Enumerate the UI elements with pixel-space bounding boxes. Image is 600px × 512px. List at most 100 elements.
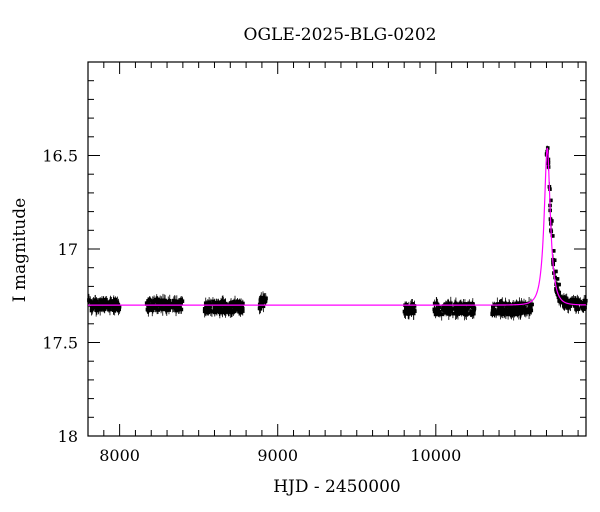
data-point (94, 308, 98, 312)
data-point (93, 298, 97, 302)
data-point (512, 310, 517, 315)
data-point (155, 297, 160, 302)
data-point (447, 312, 451, 316)
axis-ticks (87, 61, 586, 437)
data-point (520, 301, 524, 306)
data-point (527, 305, 532, 309)
data-point (216, 307, 221, 311)
data-point (156, 308, 160, 312)
data-point (511, 306, 516, 311)
data-point (463, 302, 467, 306)
data-point (456, 312, 460, 316)
data-point (259, 295, 263, 300)
model-curve (88, 147, 586, 306)
data-point (214, 300, 219, 305)
data-point (154, 306, 158, 310)
data-point (436, 308, 440, 312)
data-point (557, 282, 561, 287)
data-point (509, 311, 514, 316)
data-point (240, 309, 245, 313)
data-point (152, 298, 156, 303)
data-point (162, 306, 167, 310)
data-point (176, 306, 180, 310)
data-point (162, 299, 167, 303)
data-point (574, 301, 579, 305)
data-point (224, 309, 228, 313)
data-point (448, 301, 453, 306)
data-point (525, 310, 529, 314)
data-point (455, 309, 459, 314)
x-tick-label: 8000 (99, 446, 140, 465)
data-point (232, 299, 236, 304)
data-point (164, 308, 169, 312)
data-point (570, 298, 575, 303)
data-point (212, 306, 217, 311)
data-point (500, 307, 505, 312)
data-point (497, 311, 501, 316)
data-point (216, 300, 221, 305)
data-point (432, 309, 437, 314)
data-point (506, 305, 510, 309)
data-point (163, 302, 168, 306)
data-point (146, 301, 150, 306)
data-point (206, 310, 211, 315)
data-point (236, 306, 240, 310)
data-point (513, 302, 517, 306)
plot-frame (87, 61, 587, 437)
data-point (211, 299, 215, 304)
data-point (453, 311, 458, 316)
data-point (90, 306, 95, 310)
x-tick-label: 9000 (257, 446, 298, 465)
data-point (402, 309, 407, 314)
data-point (225, 306, 230, 311)
data-point (551, 234, 555, 238)
y-tick-label: 16.5 (42, 147, 78, 166)
data-point (91, 301, 96, 306)
data-point (527, 301, 531, 306)
data-point (209, 302, 213, 307)
data-point (167, 302, 172, 306)
data-point (407, 306, 411, 310)
data-point (117, 304, 122, 309)
data-point (165, 305, 170, 310)
data-point (219, 307, 223, 312)
data-point (445, 309, 449, 314)
data-point (202, 309, 207, 314)
data-point (470, 301, 475, 306)
data-point (467, 301, 472, 306)
data-point (518, 304, 522, 309)
data-point (96, 302, 100, 306)
data-point (556, 290, 561, 295)
data-point (433, 312, 438, 317)
data-point (87, 299, 91, 304)
data-point (446, 302, 451, 307)
data-point (459, 301, 463, 306)
data-point (179, 307, 184, 312)
data-point (470, 309, 475, 314)
data-point (103, 297, 108, 302)
data-point (235, 301, 239, 305)
data-point (263, 298, 268, 303)
data-point (574, 307, 578, 311)
data-point (518, 311, 523, 316)
data-point (168, 305, 173, 309)
data-point (103, 304, 108, 309)
data-point (502, 310, 507, 315)
data-point (214, 309, 219, 313)
chart-title: OGLE-2025-BLG-0202 (244, 25, 437, 45)
data-point (557, 299, 561, 303)
data-point (258, 299, 263, 303)
data-point (472, 305, 476, 310)
data-point (551, 249, 556, 253)
data-point (554, 269, 558, 274)
data-point (257, 302, 262, 307)
data-point (443, 305, 448, 310)
data-point (177, 302, 181, 307)
data-point (497, 308, 501, 313)
data-point (437, 309, 442, 314)
data-point (203, 301, 208, 306)
data-point (580, 306, 585, 311)
data-point (572, 298, 577, 302)
data-point (227, 308, 231, 313)
